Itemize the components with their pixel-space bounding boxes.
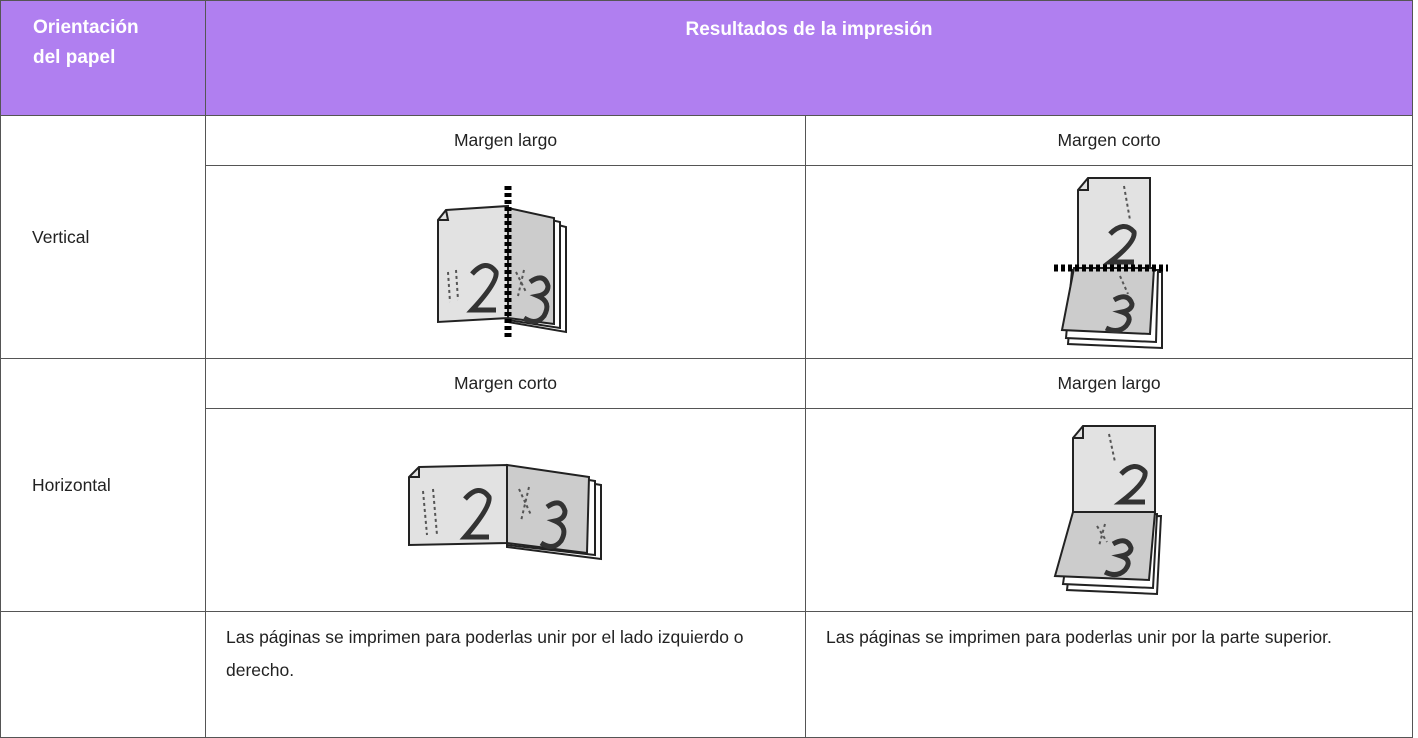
- header-orientation: Orientación del papel: [33, 17, 139, 68]
- illustration-cell: [205, 165, 806, 359]
- illustration-cell: [205, 408, 806, 612]
- booklet-long-edge-icon: [436, 186, 567, 338]
- header-results: Resultados de la impresión: [204, 0, 1414, 116]
- note: Las páginas se imprimen para poderlas un…: [205, 611, 806, 738]
- note: Las páginas se imprimen para poderlas un…: [804, 611, 1414, 738]
- binding-caption: Margen largo: [205, 115, 806, 166]
- orientation-label: Horizontal: [0, 358, 206, 612]
- orientation-label: Vertical: [0, 115, 206, 359]
- landscape-long-edge-icon: [1053, 425, 1163, 596]
- header-cell: Orientación del papel: [0, 0, 206, 116]
- landscape-short-edge-icon: [407, 463, 602, 561]
- binding-caption: Margen corto: [205, 358, 806, 409]
- empty-cell: [0, 611, 206, 738]
- illustration-cell: [804, 165, 1414, 359]
- binding-caption: Margen corto: [804, 115, 1414, 166]
- binding-caption: Margen largo: [804, 358, 1414, 409]
- illustration-cell: [804, 408, 1414, 612]
- header-row: Orientación del papel Resultados de la i…: [0, 0, 1414, 116]
- booklet-short-edge-icon: [1054, 177, 1168, 350]
